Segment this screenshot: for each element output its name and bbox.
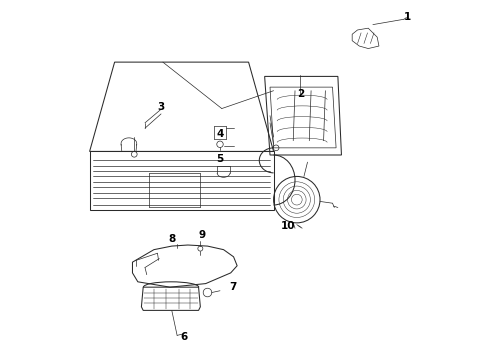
Text: 9: 9 [198, 230, 206, 240]
Text: 2: 2 [297, 89, 304, 99]
Text: 4: 4 [216, 129, 223, 139]
Text: 6: 6 [181, 332, 188, 342]
Text: 5: 5 [217, 154, 223, 163]
Text: 3: 3 [157, 102, 165, 112]
Text: 8: 8 [168, 234, 175, 244]
Text: 10: 10 [281, 221, 295, 231]
Text: 7: 7 [229, 282, 236, 292]
Text: 1: 1 [404, 13, 411, 22]
